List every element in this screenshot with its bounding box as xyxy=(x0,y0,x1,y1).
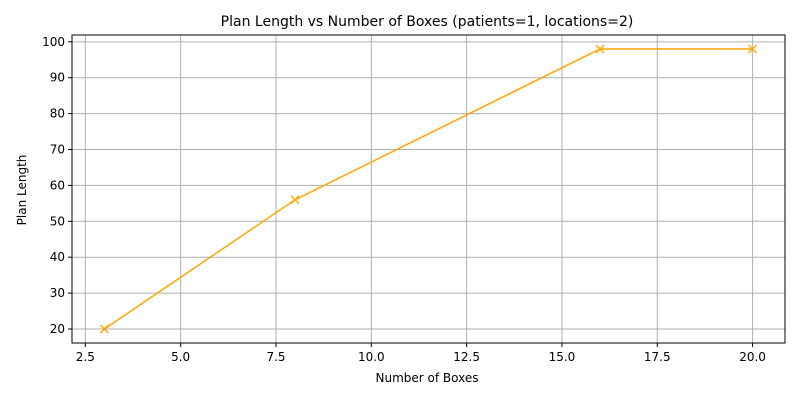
x-tick-label: 15.0 xyxy=(549,350,576,364)
y-axis: 20 30 40 50 60 70 80 90 100 xyxy=(42,35,72,336)
data-point xyxy=(99,324,109,334)
y-axis-label: Plan Length xyxy=(15,155,29,226)
x-tick-label: 20.0 xyxy=(739,350,766,364)
y-tick-label: 90 xyxy=(50,71,65,85)
x-tick-label: 2.5 xyxy=(76,350,95,364)
x-tick-label: 7.5 xyxy=(266,350,285,364)
marker-stroke xyxy=(748,44,758,54)
y-tick-label: 50 xyxy=(50,214,65,228)
chart-title: Plan Length vs Number of Boxes (patients… xyxy=(221,14,634,30)
y-tick-label: 100 xyxy=(42,35,65,49)
series-layer xyxy=(99,44,758,334)
y-tick-label: 80 xyxy=(50,107,65,121)
series-line xyxy=(103,48,753,330)
x-tick-label: 5.0 xyxy=(171,350,190,364)
x-tick-label: 17.5 xyxy=(644,350,671,364)
x-axis-label: Number of Boxes xyxy=(376,371,479,385)
marker-stroke xyxy=(290,195,300,205)
x-tick-label: 12.5 xyxy=(453,350,480,364)
marker-stroke xyxy=(99,324,109,334)
y-tick-label: 70 xyxy=(50,143,65,157)
plot-frame xyxy=(71,34,786,344)
x-axis: 2.5 5.0 7.5 10.0 12.5 15.0 17.5 20.0 xyxy=(76,343,766,364)
data-point xyxy=(595,44,605,54)
marker-stroke xyxy=(595,44,605,54)
data-point xyxy=(748,44,758,54)
y-tick-label: 60 xyxy=(50,178,65,192)
y-tick-label: 40 xyxy=(50,250,65,264)
y-tick-label: 20 xyxy=(50,322,65,336)
grid xyxy=(72,35,785,343)
data-point xyxy=(290,195,300,205)
x-tick-label: 10.0 xyxy=(358,350,385,364)
y-tick-label: 30 xyxy=(50,286,65,300)
